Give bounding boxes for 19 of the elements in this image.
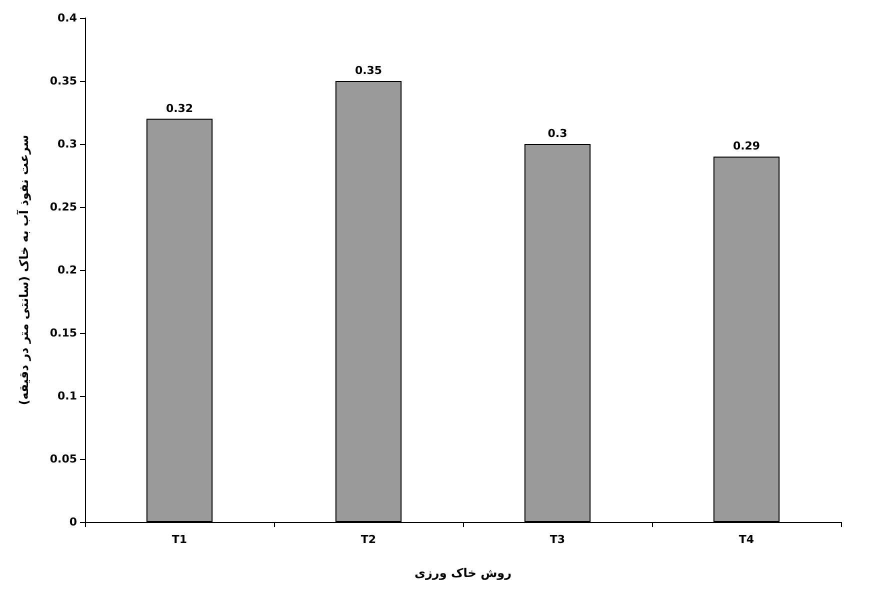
x-tick-label: T1: [172, 533, 188, 546]
y-tick-label: 0.25: [50, 200, 77, 214]
data-label: 0.35: [354, 64, 382, 77]
x-axis-title: روش خاک ورزی: [414, 566, 512, 580]
y-tick-label: 0.35: [50, 74, 77, 88]
y-tick-label: 0.3: [58, 138, 77, 150]
y-tick-label: 0.15: [50, 326, 77, 340]
data-label: 0.3: [548, 127, 568, 140]
data-label: 0.29: [732, 140, 760, 153]
data-label: 0.32: [166, 102, 194, 115]
y-tick-label: 0.1: [58, 390, 77, 402]
y-tick-label: 0.05: [50, 452, 77, 466]
y-tick-label: 0.4: [58, 12, 78, 24]
y-tick-label: 0: [69, 516, 78, 528]
x-tick-label: T2: [360, 533, 376, 546]
x-tick-label: T4: [738, 533, 754, 546]
y-axis-title: سرعت نفوذ آب به خاک (سانتی متر در دقیقه): [16, 134, 31, 406]
y-tick-label: 0.2: [58, 264, 77, 276]
x-tick-label: T3: [550, 533, 566, 546]
